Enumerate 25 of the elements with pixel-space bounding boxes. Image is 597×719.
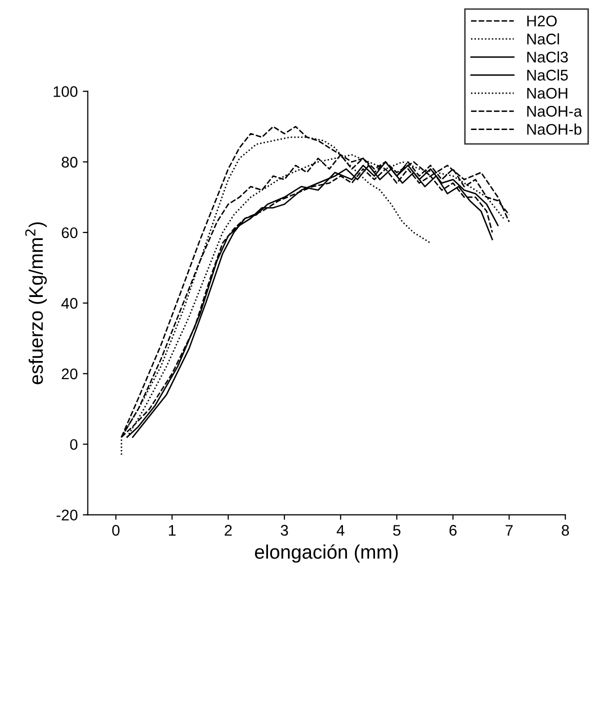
- y-axis-title: esfuerzo (Kg/mm$^{2}$): [25, 222, 47, 384]
- legend-label: NaOH: [527, 88, 568, 99]
- x-tick-label: 0: [112, 524, 120, 536]
- y-tick-label: 100: [54, 86, 78, 97]
- x-tick-label: 5: [393, 525, 400, 536]
- legend-label: NaCl5: [527, 69, 568, 81]
- legend-label: NaCl3: [527, 51, 568, 63]
- legend-label: NaOH-a: [527, 106, 582, 117]
- x-tick-label: 7: [506, 525, 513, 536]
- legend-label: NaOH-b: [527, 124, 582, 135]
- y-tick-label: -20: [56, 510, 78, 520]
- y-tick-label: 0: [70, 439, 78, 450]
- y-tick-label: 20: [62, 368, 78, 380]
- y-tick-label: 40: [61, 298, 78, 309]
- x-tick-label: 1: [168, 525, 176, 536]
- y-tick-label: 80: [62, 156, 78, 168]
- legend-label: NaCl: [527, 33, 559, 44]
- x-axis-title: elongación (mm): [254, 544, 398, 563]
- x-tick-label: 2: [224, 524, 232, 536]
- y-tick-label: 60: [62, 227, 78, 238]
- x-tick-label: 6: [450, 524, 457, 536]
- legend-label: H2O: [527, 16, 557, 26]
- x-tick-label: 3: [280, 524, 288, 536]
- x-tick-label: 8: [562, 524, 569, 536]
- x-tick-label: 4: [336, 525, 344, 536]
